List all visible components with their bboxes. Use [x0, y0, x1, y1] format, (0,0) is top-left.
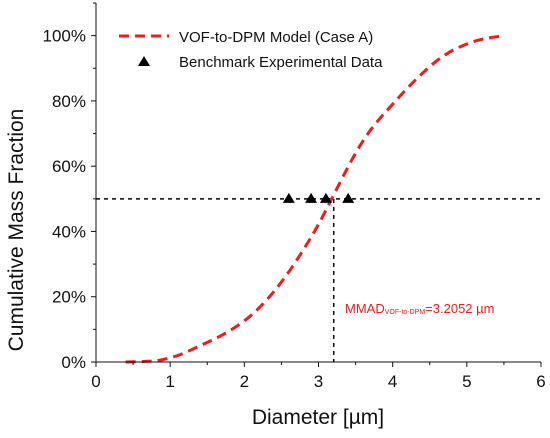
- x-tick-label: 0: [91, 372, 100, 391]
- y-tick-label: 100%: [43, 27, 86, 46]
- benchmark-point: [282, 192, 295, 203]
- legend-label-benchmark: Benchmark Experimental Data: [179, 54, 383, 71]
- x-tick-label: 5: [462, 372, 471, 391]
- x-tick-label: 6: [536, 372, 545, 391]
- x-tick-label: 4: [388, 372, 397, 391]
- y-tick-label: 20%: [52, 288, 86, 307]
- y-tick-label: 80%: [52, 92, 86, 111]
- axes: 0 1 2 3 4 5 60%20%40%60%80%100%: [43, 2, 546, 391]
- x-axis-title: Diameter [µm]: [252, 406, 384, 429]
- benchmark-point: [342, 192, 355, 203]
- benchmark-point: [305, 192, 318, 203]
- benchmark-point: [319, 192, 332, 203]
- x-tick-label: 1: [165, 372, 174, 391]
- y-tick-label: 60%: [52, 157, 86, 176]
- plot-area: [96, 34, 541, 364]
- legend-label-model: VOF-to-DPM Model (Case A): [179, 29, 373, 46]
- x-tick-label: 3: [314, 372, 323, 391]
- mmad-annotation-subscript: VOF-to-DPM: [385, 309, 426, 316]
- series-line-model: [125, 34, 505, 364]
- mmad-annotation-value: =3.2052 µm: [425, 301, 494, 316]
- y-axis-title: Cumulative Mass Fraction: [5, 109, 28, 352]
- x-tick-label: 2: [240, 372, 249, 391]
- mmad-annotation: MMADVOF-to-DPM=3.2052 µm: [345, 301, 494, 316]
- mmad-annotation-main: MMAD: [345, 301, 385, 316]
- y-tick-label: 40%: [52, 222, 86, 241]
- legend: VOF-to-DPM Model (Case A) Benchmark Expe…: [119, 29, 383, 71]
- y-tick-label: 0%: [61, 353, 86, 372]
- legend-swatch-benchmark: [138, 56, 150, 66]
